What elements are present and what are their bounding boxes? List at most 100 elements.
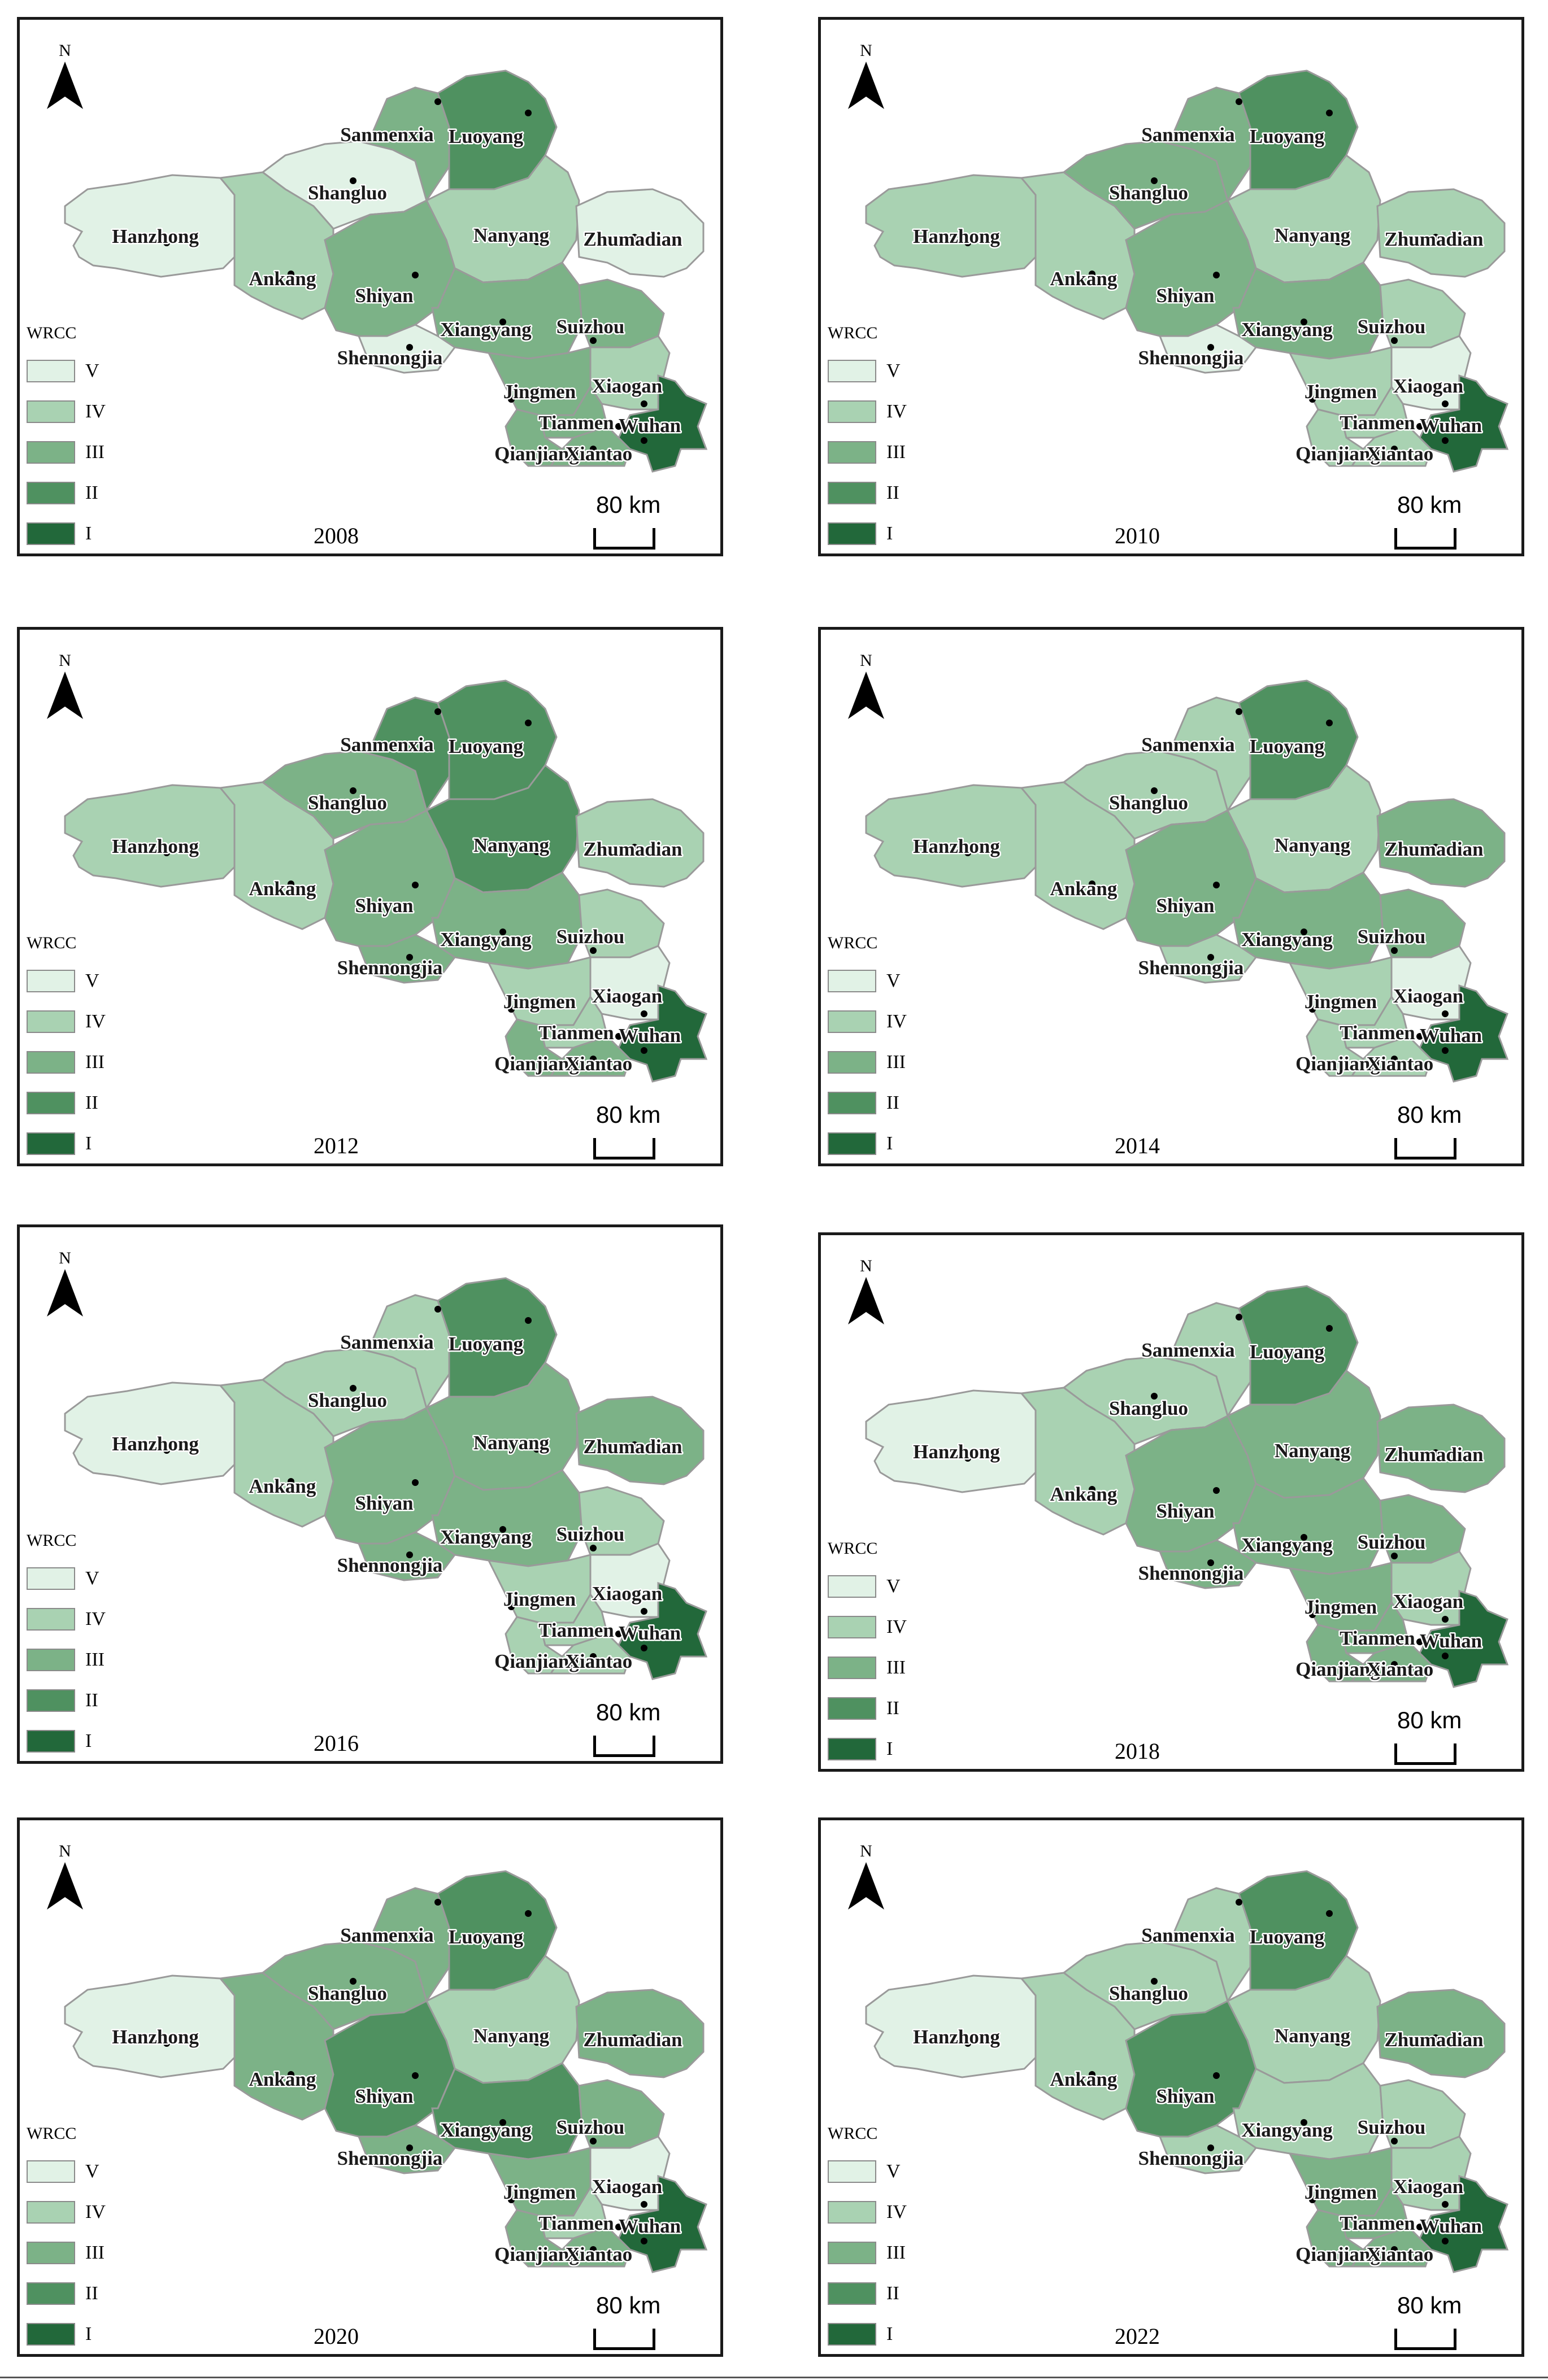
north-arrow: N — [843, 1257, 889, 1330]
city-point-nanyang — [533, 2039, 540, 2046]
city-label-wuhan: Wuhan — [1420, 2215, 1482, 2237]
city-label-luoyang: Luoyang — [449, 1333, 524, 1355]
city-point-xiaogan — [1442, 400, 1449, 407]
region-hanzhong — [64, 1381, 236, 1485]
city-point-jingmen — [508, 1603, 515, 1610]
city-point-suizhou — [590, 337, 597, 344]
city-point-qianjiang — [562, 1659, 568, 1666]
city-label-shangluo: Shangluo — [308, 1389, 387, 1411]
city-point-xiangyang — [1301, 319, 1307, 325]
legend-swatch — [27, 1649, 75, 1671]
city-point-jingmen — [508, 396, 515, 403]
region-wuhan — [618, 984, 708, 1083]
legend-title: WRCC — [828, 2124, 878, 2143]
legend-swatch — [828, 400, 876, 423]
region-xiantao — [1350, 1641, 1432, 1682]
legend-label: III — [886, 1052, 906, 1073]
city-label-hanzhong: Hanzhong — [913, 835, 1000, 857]
city-label-luoyang: Luoyang — [1250, 125, 1325, 147]
city-point-wuhan — [641, 2238, 647, 2244]
city-point-wuhan — [641, 1645, 647, 1651]
north-label: N — [860, 1842, 872, 1860]
legend-item-iv: IV — [828, 1607, 907, 1647]
north-arrow: N — [843, 1842, 889, 1915]
city-label-ankang: Ankang — [1050, 878, 1117, 900]
legend-label: IV — [85, 1609, 106, 1629]
city-label-luoyang: Luoyang — [1250, 1926, 1325, 1948]
legend-swatch — [828, 2242, 876, 2264]
region-xiantao — [1350, 425, 1432, 467]
legend-item-v: V — [828, 2151, 907, 2192]
legend-item-iii: III — [828, 432, 907, 473]
city-label-shiyan: Shiyan — [355, 1492, 413, 1514]
choropleth-map: Hanzhong Shangluo Sanmenxia Luoyang Nanyang Z… — [865, 1870, 1509, 2273]
north-arrow-icon — [848, 1277, 884, 1324]
legend-item-iii: III — [27, 432, 106, 473]
choropleth-map: Hanzhong Shangluo Sanmenxia Luoyang Nanyang Z… — [865, 679, 1509, 1083]
city-point-xiaogan — [641, 400, 647, 407]
region-zhumadian — [1376, 798, 1506, 888]
city-point-sanmenxia — [1236, 1899, 1242, 1906]
city-point-shiyan — [1213, 272, 1220, 278]
region-tianmen — [538, 2186, 608, 2239]
region-shiyan — [1125, 809, 1257, 947]
map-panel-2008: Hanzhong Shangluo Sanmenxia Luoyang Nanyang Z… — [17, 17, 723, 556]
scale-bar — [593, 1736, 655, 1757]
city-label-xiangyang: Xiangyang — [440, 2119, 532, 2141]
legend-item-v: V — [828, 961, 907, 1001]
city-label-tianmen: Tianmen — [1340, 1022, 1415, 1044]
city-label-shiyan: Shiyan — [1156, 1500, 1214, 1522]
city-point-hanzhong — [964, 1455, 971, 1462]
city-point-xiantao — [590, 1056, 597, 1062]
region-tianmen — [538, 385, 608, 439]
legend-swatch — [828, 2201, 876, 2224]
city-point-shiyan — [412, 2072, 419, 2079]
city-label-suizhou: Suizhou — [1358, 316, 1426, 338]
city-label-suizhou: Suizhou — [1358, 1531, 1426, 1553]
region-hanzhong — [865, 1974, 1037, 2078]
year-label: 2014 — [1115, 1133, 1160, 1158]
legend: WRCC V IV III II I — [27, 934, 106, 1164]
region-xiantao — [549, 2226, 631, 2268]
year-label: 2022 — [1115, 2324, 1160, 2349]
legend-title: WRCC — [27, 2124, 77, 2143]
city-label-shiyan: Shiyan — [355, 2085, 413, 2107]
legend-swatch — [828, 1092, 876, 1114]
city-label-luoyang: Luoyang — [449, 735, 524, 757]
city-label-jingmen: Jingmen — [1305, 1596, 1377, 1618]
city-point-nanyang — [533, 1446, 540, 1453]
city-label-shangluo: Shangluo — [308, 792, 387, 814]
legend-label: III — [886, 1657, 906, 1678]
city-point-shennongjia — [1207, 1559, 1214, 1566]
north-arrow-icon — [47, 672, 83, 719]
legend-label: I — [886, 1738, 893, 1759]
city-point-tianmen — [615, 2224, 622, 2230]
region-zhumadian — [1376, 1403, 1506, 1493]
map-panel-2018: Hanzhong Shangluo Sanmenxia Luoyang Nanyang Z… — [818, 1232, 1524, 1772]
city-point-shiyan — [1213, 2072, 1220, 2079]
city-label-suizhou: Suizhou — [556, 316, 625, 338]
legend-label: I — [85, 1730, 92, 1751]
region-shiyan — [324, 809, 456, 947]
city-label-hanzhong: Hanzhong — [913, 225, 1000, 247]
legend-label: II — [85, 482, 98, 503]
legend-swatch — [27, 441, 75, 464]
legend-label: IV — [85, 401, 106, 422]
legend-title: WRCC — [828, 934, 878, 952]
legend-item-i: I — [27, 1123, 106, 1164]
legend-item-ii: II — [828, 1688, 907, 1729]
legend-swatch — [828, 2160, 876, 2183]
city-point-hanzhong — [163, 2040, 170, 2047]
city-label-zhumadian: Zhumadian — [1384, 2029, 1483, 2051]
legend-label: V — [85, 1568, 99, 1589]
city-label-luoyang: Luoyang — [1250, 735, 1325, 757]
city-label-zhumadian: Zhumadian — [583, 2029, 682, 2051]
north-label: N — [860, 41, 872, 60]
city-label-shiyan: Shiyan — [355, 895, 413, 917]
legend-swatch — [828, 1657, 876, 1679]
legend-label: I — [85, 1133, 92, 1154]
city-point-zhumadian — [1432, 1449, 1439, 1456]
legend-item-iv: IV — [828, 2192, 907, 2233]
region-zhumadian — [575, 188, 705, 278]
legend-label: I — [886, 1133, 893, 1154]
